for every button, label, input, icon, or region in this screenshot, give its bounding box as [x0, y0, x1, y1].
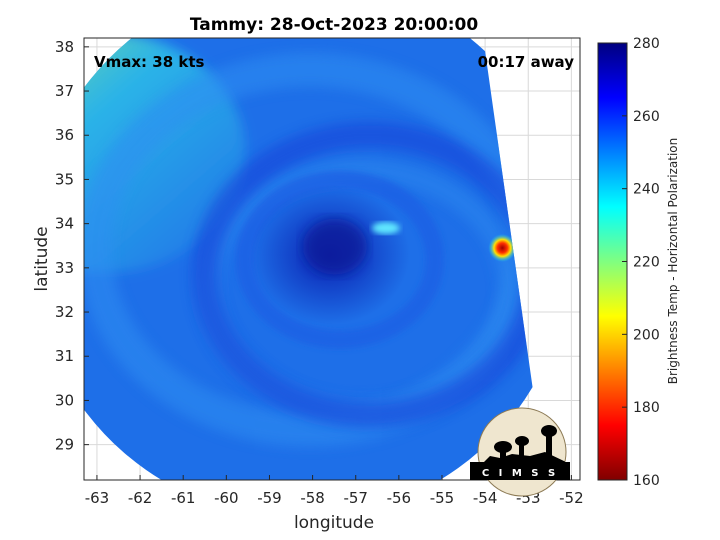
colorbar-tick-label: 260: [633, 109, 660, 125]
vmax-annotation: Vmax: 38 kts: [94, 53, 204, 71]
x-tick-label: -52: [559, 489, 584, 507]
colorbar-ticks: 160 180 200 220 240 260 280: [622, 36, 660, 489]
y-tick-label: 35: [55, 170, 74, 188]
x-tick-label: -59: [257, 489, 282, 507]
x-tick-label: -55: [430, 489, 455, 507]
plot-frame: [83, 37, 581, 481]
x-axis-ticks: -63 -62 -61 -60 -59 -58 -57 -56 -55 -54 -53 -52: [85, 475, 584, 507]
colorbar-tick-label: 280: [633, 36, 660, 52]
svg-text:C I M S S: C I M S S: [482, 468, 558, 479]
x-tick-label: -54: [473, 489, 498, 507]
chart-title: Tammy: 28-Oct-2023 20:00:00: [190, 15, 478, 35]
colorbar-tick-label: 200: [633, 327, 660, 343]
inner-rainband: [235, 170, 444, 349]
y-tick-label: 36: [55, 126, 74, 144]
colorbar-label: Brightness Temp - Horizontal Polarizatio…: [666, 138, 680, 385]
colorbar-tick-label: 160: [633, 473, 660, 489]
x-axis-label: longitude: [294, 513, 374, 533]
brightness-temperature-swath: [84, 38, 533, 480]
y-tick-label: 38: [55, 38, 74, 56]
warm-spot: [488, 233, 517, 262]
y-tick-label: 33: [55, 259, 74, 277]
time-away-annotation: 00:17 away: [478, 53, 575, 71]
colorbar-tick-label: 180: [633, 400, 660, 416]
storm-eye: [302, 218, 367, 275]
y-axis-label: latitude: [32, 226, 52, 291]
y-tick-label: 31: [55, 347, 74, 365]
y-tick-label: 34: [55, 215, 74, 233]
y-tick-label: 37: [55, 82, 74, 100]
swath-texture: [84, 38, 533, 447]
cimss-logo: C I M S S: [470, 407, 570, 497]
x-tick-label: -60: [214, 489, 239, 507]
y-tick-label: 32: [55, 303, 74, 321]
dark-spiral-arm: [191, 121, 533, 428]
bright-spiral-feature: [371, 222, 400, 235]
y-tick-label: 30: [55, 391, 74, 409]
x-tick-label: -58: [300, 489, 325, 507]
y-tick-label: 29: [55, 436, 74, 454]
x-tick-label: -56: [387, 489, 412, 507]
x-tick-label: -57: [343, 489, 368, 507]
y-axis-ticks: 29 30 31 32 33 34 35 36 37 38: [55, 38, 89, 454]
x-tick-label: -63: [85, 489, 110, 507]
colorbar-tick-label: 220: [633, 255, 660, 271]
x-tick-label: -62: [128, 489, 153, 507]
x-tick-label: -61: [171, 489, 196, 507]
colorbar-tick-label: 240: [633, 182, 660, 198]
